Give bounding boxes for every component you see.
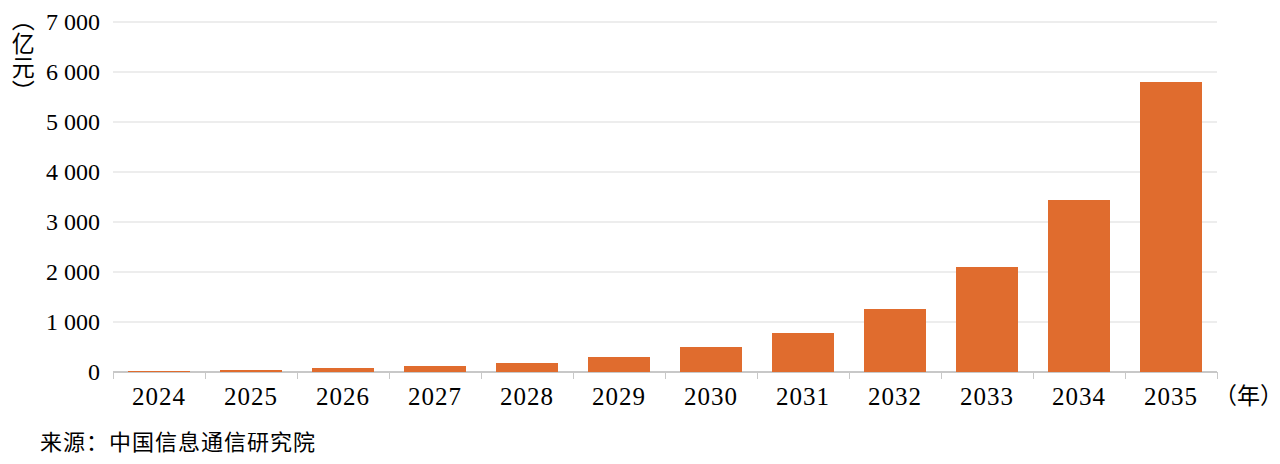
y-tick-label-4000: 4 000 xyxy=(46,160,100,184)
x-tick-label-2033: 2033 xyxy=(941,383,1033,411)
y-tick-label-5000: 5 000 xyxy=(46,110,100,134)
x-tick-label-2031: 2031 xyxy=(757,383,849,411)
bar-2034 xyxy=(1048,200,1110,373)
x-tick-label-2024: 2024 xyxy=(113,383,205,411)
bar-slot-2028 xyxy=(481,22,573,372)
gridline-3000 xyxy=(113,222,1217,223)
x-axis-tick-mark xyxy=(205,372,206,379)
x-tick-label-2027: 2027 xyxy=(389,383,481,411)
x-axis-tick-mark xyxy=(1125,372,1126,379)
x-axis-tick-mark xyxy=(757,372,758,379)
y-tick-label-6000: 6 000 xyxy=(46,60,100,84)
x-axis-tick-mark xyxy=(389,372,390,379)
y-axis-tick-labels: 01 0002 0003 0004 0005 0006 0007 000 xyxy=(0,22,100,372)
bar-chart-figure: （亿元） 01 0002 0003 0004 0005 0006 0007 00… xyxy=(0,0,1280,464)
bar-slot-2027 xyxy=(389,22,481,372)
x-tick-label-2032: 2032 xyxy=(849,383,941,411)
x-tick-label-2029: 2029 xyxy=(573,383,665,411)
x-axis-tick-mark xyxy=(113,372,114,379)
x-axis-tick-mark xyxy=(573,372,574,379)
bar-2032 xyxy=(864,309,926,372)
gridline-2000 xyxy=(113,272,1217,273)
bar-slot-2035 xyxy=(1125,22,1217,372)
x-axis-tick-mark xyxy=(941,372,942,379)
source-note: 来源：中国信息通信研究院 xyxy=(40,430,316,456)
gridline-6000 xyxy=(113,72,1217,73)
x-axis-tick-mark xyxy=(297,372,298,379)
x-axis-tick-mark xyxy=(849,372,850,379)
x-axis-tick-mark xyxy=(1217,372,1218,379)
bar-2031 xyxy=(772,333,834,372)
bar-slot-2026 xyxy=(297,22,389,372)
plot-area xyxy=(113,22,1217,372)
x-axis-tick-mark xyxy=(481,372,482,379)
y-tick-label-2000: 2 000 xyxy=(46,260,100,284)
gridline-5000 xyxy=(113,122,1217,123)
x-tick-label-2025: 2025 xyxy=(205,383,297,411)
bar-2033 xyxy=(956,267,1018,372)
bar-2029 xyxy=(588,357,650,372)
gridline-1000 xyxy=(113,322,1217,323)
x-tick-label-2030: 2030 xyxy=(665,383,757,411)
bar-slot-2031 xyxy=(757,22,849,372)
bar-slot-2029 xyxy=(573,22,665,372)
y-tick-label-7000: 7 000 xyxy=(46,10,100,34)
bar-slot-2034 xyxy=(1033,22,1125,372)
x-tick-label-2026: 2026 xyxy=(297,383,389,411)
y-tick-label-0: 0 xyxy=(88,360,100,384)
bar-2035 xyxy=(1140,82,1202,372)
bar-slot-2032 xyxy=(849,22,941,372)
bar-slot-2025 xyxy=(205,22,297,372)
x-tick-label-2035: 2035 xyxy=(1125,383,1217,411)
bar-slot-2024 xyxy=(113,22,205,372)
bar-2030 xyxy=(680,347,742,372)
x-axis-unit-label: （年） xyxy=(1214,383,1280,411)
x-axis-tick-mark xyxy=(665,372,666,379)
bar-slot-2030 xyxy=(665,22,757,372)
gridline-7000 xyxy=(113,22,1217,23)
x-tick-label-2028: 2028 xyxy=(481,383,573,411)
y-tick-label-1000: 1 000 xyxy=(46,310,100,334)
x-tick-label-2034: 2034 xyxy=(1033,383,1125,411)
gridline-4000 xyxy=(113,172,1217,173)
x-axis-tick-mark xyxy=(1033,372,1034,379)
bar-slot-2033 xyxy=(941,22,1033,372)
y-tick-label-3000: 3 000 xyxy=(46,210,100,234)
